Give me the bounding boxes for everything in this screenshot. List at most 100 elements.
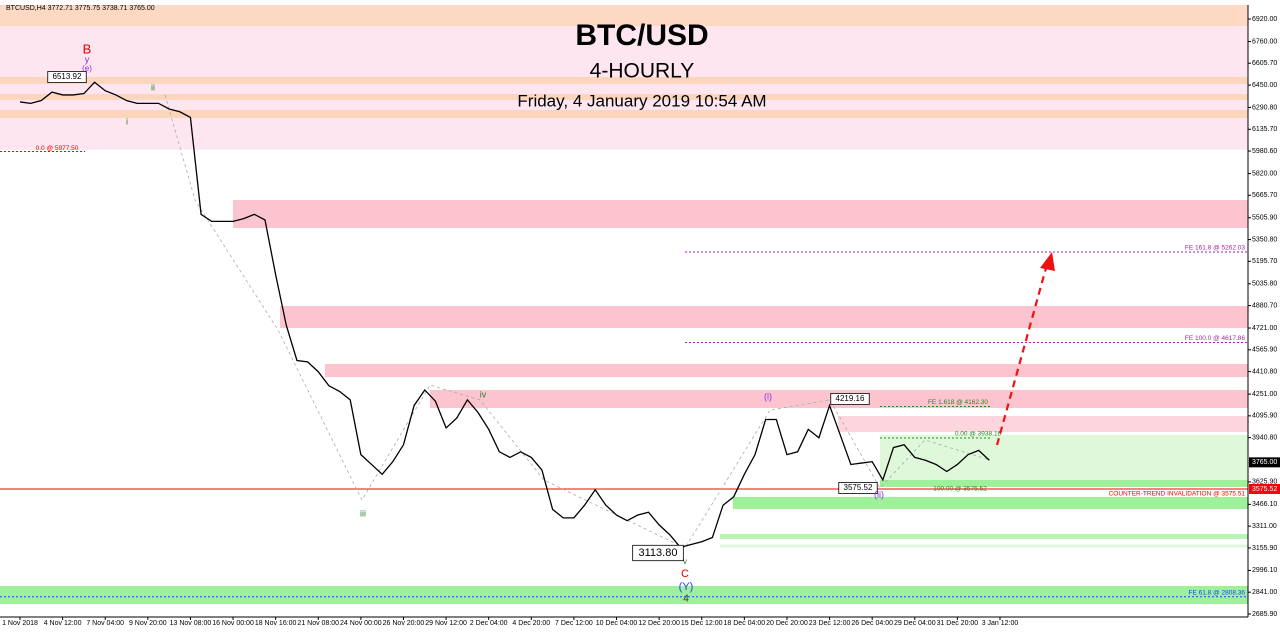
x-tick-label: 29 Dec 04:00	[894, 620, 936, 627]
wave-label: 6513.92	[53, 72, 82, 81]
y-tick-label: 5195.70	[1252, 258, 1277, 265]
zone	[0, 5, 1248, 27]
annotation-box	[830, 392, 870, 405]
zone	[0, 94, 1248, 100]
header: BTCUSD,H4 3772.71 3775.75 3738.71 3765.0…	[6, 5, 155, 12]
level-label: FE 100.0 @ 4617.86	[1185, 335, 1245, 342]
level-label: FE 61.8 @ 2808.36	[1189, 589, 1246, 596]
price-line	[19, 81, 990, 549]
y-tick-label: 3940.80	[1252, 434, 1277, 441]
y-tick-label: 3625.90	[1252, 479, 1277, 486]
annotation-box	[47, 71, 87, 84]
x-tick-label: 4 Dec 20:00	[512, 620, 550, 627]
y-tick-label: 4565.90	[1252, 347, 1277, 354]
x-tick-label: 26 Nov 20:00	[383, 620, 425, 627]
zone	[325, 363, 1248, 378]
x-tick-label: 29 Nov 12:00	[425, 620, 467, 627]
zone	[0, 76, 1248, 84]
y-tick-label: 3466.10	[1252, 501, 1277, 508]
x-tick-label: 15 Dec 12:00	[681, 620, 723, 627]
wave-label: (e)	[82, 64, 92, 73]
wave-label: B	[83, 41, 92, 56]
wave-label: (ii)	[874, 489, 884, 499]
zone	[720, 534, 1248, 539]
wave-label: C	[681, 568, 689, 580]
x-tick-label: 16 Nov 00:00	[212, 620, 254, 627]
x-tick-label: 26 Dec 04:00	[851, 620, 893, 627]
chart-title: BTC/USD	[575, 19, 708, 52]
wave-label: y	[85, 54, 90, 64]
annotation-box	[838, 481, 878, 494]
y-tick-label: 6920.00	[1252, 16, 1277, 23]
y-tick-label: 2996.10	[1252, 567, 1277, 574]
y-tick-label: 2685.90	[1252, 611, 1277, 618]
x-tick-label: 4 Nov 12:00	[44, 620, 82, 627]
x-tick-label: 21 Nov 08:00	[297, 620, 339, 627]
y-tick-label: 4251.00	[1252, 391, 1277, 398]
wave-label: v	[683, 557, 687, 566]
wave-label: ii	[151, 82, 155, 92]
x-tick-label: 13 Nov 08:00	[170, 620, 212, 627]
y-tick-label: 4095.90	[1252, 413, 1277, 420]
zone	[880, 434, 1248, 480]
y-tick-label: 5820.00	[1252, 170, 1277, 177]
y-tick-label: 5035.80	[1252, 281, 1277, 288]
x-tick-label: 24 Nov 00:00	[340, 620, 382, 627]
zone	[280, 305, 1248, 329]
y-tick-label: 6290.80	[1252, 104, 1277, 111]
y-tick-label: 6135.70	[1252, 126, 1277, 133]
x-tick-label: 18 Nov 16:00	[255, 620, 297, 627]
y-tick-label: 4721.00	[1252, 325, 1277, 332]
wave-label: i	[126, 116, 128, 126]
annotation-box	[632, 544, 684, 562]
x-tick-label: 10 Dec 04:00	[596, 620, 638, 627]
y-tick-label: 6450.00	[1252, 82, 1277, 89]
y-tick-label: 6760.00	[1252, 38, 1277, 45]
wave-label: iii	[360, 508, 366, 518]
last-price-box	[1249, 457, 1280, 468]
x-tick-label: 2 Dec 04:00	[470, 620, 508, 627]
x-tick-label: 9 Nov 20:00	[129, 620, 167, 627]
x-tick-label: 18 Dec 04:00	[724, 620, 766, 627]
y-tick-label: 4410.80	[1252, 368, 1277, 375]
y-tick-label: 6605.70	[1252, 60, 1277, 67]
level-label: FE 161.8 @ 5262.03	[1185, 245, 1245, 252]
zones	[0, 5, 1248, 604]
y-tick-label: 5980.60	[1252, 148, 1277, 155]
zone	[838, 415, 1248, 433]
x-tick-label: 7 Dec 12:00	[555, 620, 593, 627]
zone	[733, 496, 1248, 509]
price-tag: 3575.52	[1252, 486, 1277, 493]
y-tick-label: 5505.90	[1252, 215, 1277, 222]
y-tick-label: 5350.80	[1252, 236, 1277, 243]
y-tick-label: 2841.00	[1252, 589, 1277, 596]
chart-subtitle: 4-HOURLY	[590, 60, 695, 83]
arrow-head	[1040, 252, 1055, 271]
series	[19, 81, 990, 549]
x-tick-label: 23 Dec 12:00	[809, 620, 851, 627]
y-tick-label: 3311.00	[1252, 523, 1277, 530]
wave-label: 4	[683, 594, 689, 605]
zone	[0, 26, 1248, 150]
level-label: COUNTER-TREND INVALIDATION @ 3575.51	[1109, 491, 1246, 498]
level-label: 0.0 @ 5977.50	[36, 145, 79, 152]
level-label: 0.00 @ 3938.16	[955, 431, 1002, 438]
chart-date: Friday, 4 January 2019 10:54 AM	[517, 91, 766, 110]
wave-label: 4219.16	[836, 394, 865, 403]
wave-label: 3575.52	[844, 483, 873, 492]
price-tag-box	[1249, 483, 1280, 494]
levels: 0.0 @ 5977.50 FE 161.8 @ 5262.03 FE 100.0 …	[0, 145, 1248, 598]
last-price-label: 3765.00	[1252, 459, 1277, 466]
x-tick-label: 12 Dec 20:00	[638, 620, 680, 627]
y-tick-label: 4880.70	[1252, 302, 1277, 309]
x-tick-label: 31 Dec 20:00	[937, 620, 979, 627]
zone	[880, 479, 1248, 487]
axis-labels: 3575.52 6920.00 6760.00 6605.70 6450.00 6290.…	[2, 16, 1280, 627]
x-tick-label: 20 Dec 20:00	[766, 620, 808, 627]
zone	[0, 109, 1248, 118]
zone	[0, 585, 1248, 604]
level-label: FE 1.618 @ 4162.30	[928, 399, 988, 406]
zone	[233, 200, 1248, 228]
